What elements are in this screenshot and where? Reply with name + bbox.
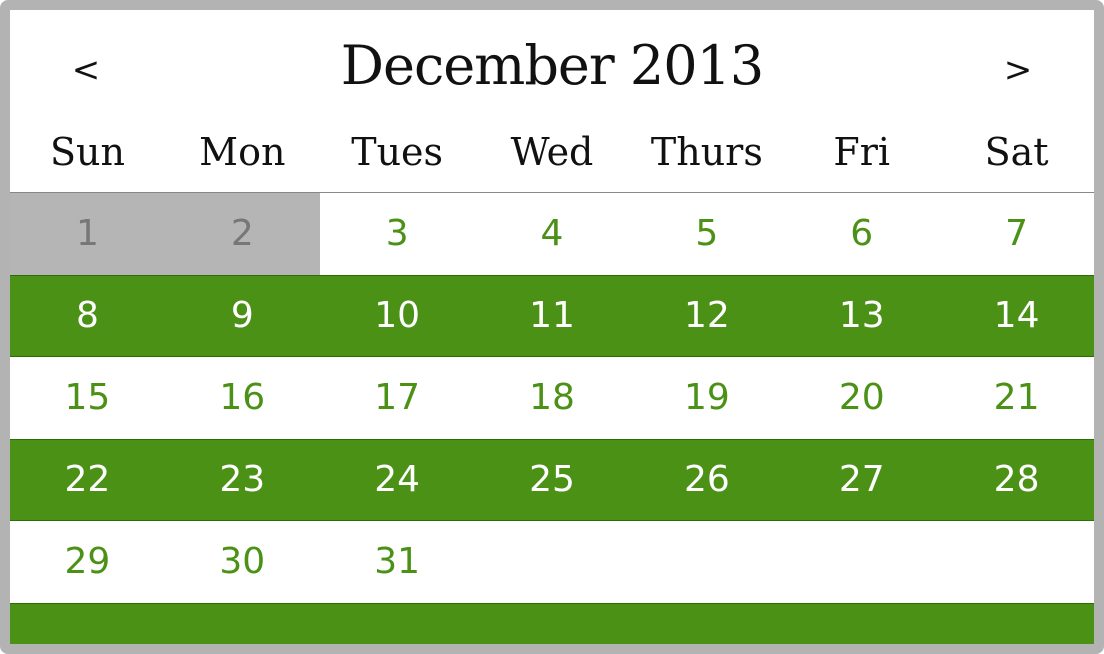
day-cell[interactable]: 24 — [374, 459, 421, 500]
week-row: 15 16 17 18 19 20 21 — [10, 357, 1094, 439]
day-cell[interactable]: 4 — [540, 213, 564, 254]
day-cell: 1 — [10, 193, 165, 275]
weekday-label: Thurs — [650, 130, 763, 174]
calendar-footer-strip — [10, 603, 1094, 644]
week-row: 22 23 24 25 26 27 28 — [10, 439, 1094, 521]
day-cell[interactable]: 10 — [374, 295, 421, 336]
day-cell: 2 — [164, 193, 320, 275]
calendar-header: < December 2013 > — [10, 10, 1094, 120]
empty-day-cell — [629, 521, 784, 603]
day-cell[interactable]: 30 — [219, 541, 266, 582]
day-cell[interactable]: 20 — [838, 377, 885, 418]
day-cell[interactable]: 28 — [993, 459, 1040, 500]
day-cell[interactable]: 14 — [993, 295, 1040, 336]
empty-day-cell — [939, 521, 1094, 603]
day-cell[interactable]: 26 — [683, 459, 730, 500]
weekday-label: Wed — [510, 130, 594, 174]
day-cell[interactable]: 25 — [529, 459, 575, 500]
week-row: 29 30 31 — [10, 521, 1094, 603]
day-cell[interactable]: 12 — [683, 295, 730, 336]
day-cell[interactable]: 27 — [838, 459, 885, 500]
day-cell[interactable]: 29 — [64, 541, 111, 582]
day-cell[interactable]: 3 — [385, 213, 409, 254]
day-cell[interactable]: 13 — [838, 295, 885, 336]
prev-month-button[interactable]: < — [71, 50, 101, 90]
day-cell[interactable]: 6 — [850, 213, 874, 254]
weekday-label: Sat — [984, 130, 1049, 174]
empty-day-cell — [475, 521, 630, 603]
day-cell[interactable]: 19 — [683, 377, 730, 418]
weekday-label: Tues — [351, 130, 444, 174]
weekday-header-row: Sun Mon Tues Wed Thurs Fri Sat — [10, 120, 1094, 193]
day-cell[interactable]: 15 — [64, 377, 111, 418]
month-title: December 2013 — [340, 34, 765, 97]
day-cell[interactable]: 16 — [219, 377, 266, 418]
day-cell[interactable]: 23 — [219, 459, 266, 500]
empty-day-cell — [784, 521, 939, 603]
week-row: 1 2 3 4 5 6 7 — [10, 193, 1094, 275]
day-cell[interactable]: 5 — [695, 213, 719, 254]
day-cell[interactable]: 21 — [993, 377, 1040, 418]
day-cell[interactable]: 11 — [529, 295, 575, 336]
day-cell[interactable]: 31 — [374, 541, 421, 582]
next-month-button[interactable]: > — [1003, 50, 1033, 90]
day-cell[interactable]: 7 — [1005, 213, 1029, 254]
weekday-label: Sun — [49, 130, 125, 174]
day-cell[interactable]: 9 — [230, 295, 254, 336]
weekday-label: Mon — [199, 130, 286, 174]
day-cell[interactable]: 22 — [64, 459, 111, 500]
day-cell[interactable]: 8 — [75, 295, 99, 336]
weekday-label: Fri — [833, 130, 891, 174]
day-cell[interactable]: 17 — [374, 377, 421, 418]
day-cell[interactable]: 18 — [529, 377, 575, 418]
week-row: 8 9 10 11 12 13 14 — [10, 275, 1094, 357]
